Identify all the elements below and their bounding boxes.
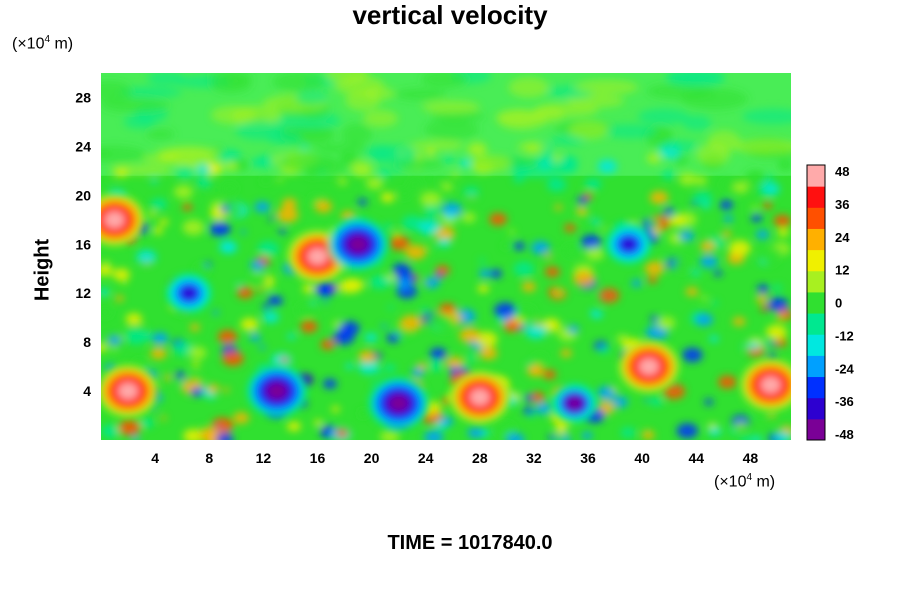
colorbar-swatch xyxy=(807,207,825,229)
colorbar-swatch xyxy=(807,355,825,378)
y-tick-label: 16 xyxy=(75,236,91,252)
velocity-field xyxy=(101,73,791,440)
colorbar-swatch xyxy=(807,397,825,420)
x-tick-label: 4 xyxy=(151,450,159,466)
x-tick-label: 32 xyxy=(526,450,542,466)
updraft-cell-5 xyxy=(104,211,125,229)
time-label: TIME = 1017840.0 xyxy=(387,532,553,554)
colorbar-tick-label: -36 xyxy=(835,394,854,409)
y-tick-label: 4 xyxy=(83,383,91,399)
colorbar-tick-label: -12 xyxy=(835,328,854,343)
downdraft-cell-10 xyxy=(567,397,583,410)
x-tick-label: 40 xyxy=(634,450,650,466)
colorbar: 48 36 24 12 0 -12 -24 -36 -48 xyxy=(806,164,855,442)
colorbar-tick-label: 12 xyxy=(835,263,849,278)
updraft-cell-2 xyxy=(638,358,659,375)
colorbar-tick-label: -24 xyxy=(835,361,855,376)
colorbar-frame xyxy=(806,164,826,441)
colorbar-swatch xyxy=(807,313,825,335)
x-axis-unit: (×104 m) xyxy=(714,472,776,491)
chart-title: vertical velocity xyxy=(352,0,548,30)
y-tick-label: 28 xyxy=(75,89,91,105)
y-tick-label: 8 xyxy=(83,334,91,350)
downdraft-cell-8 xyxy=(348,235,369,253)
colorbar-tick-label: 0 xyxy=(835,296,842,311)
colorbar-tick-label: 48 xyxy=(835,164,849,179)
x-tick-label: 24 xyxy=(418,450,434,466)
colorbar-swatch xyxy=(807,270,825,293)
turbulence-texture xyxy=(101,73,791,440)
x-tick-label: 28 xyxy=(472,450,488,466)
colorbar-swatch xyxy=(807,334,825,356)
updraft-cell-1 xyxy=(469,388,490,406)
x-tick-label: 44 xyxy=(689,450,705,466)
y-axis-unit: (×104 m) xyxy=(12,34,74,53)
colorbar-tick-label: -48 xyxy=(835,427,854,442)
y-axis-ticks: 4 8 12 16 20 24 28 xyxy=(75,89,91,399)
x-tick-label: 8 xyxy=(205,450,213,466)
downdraft-cell-11 xyxy=(181,286,197,300)
colorbar-swatch xyxy=(807,165,825,187)
colorbar-swatch xyxy=(807,418,825,441)
x-tick-label: 36 xyxy=(580,450,596,466)
colorbar-swatch xyxy=(807,186,825,208)
x-tick-label: 12 xyxy=(256,450,272,466)
colorbar-tick-label: 36 xyxy=(835,197,849,212)
updraft-cell-4 xyxy=(307,248,328,265)
y-tick-label: 12 xyxy=(75,285,91,301)
colorbar-swatch xyxy=(807,228,825,251)
x-tick-label: 20 xyxy=(364,450,380,466)
x-axis-ticks: 4 8 12 16 20 24 28 32 36 40 44 48 xyxy=(151,450,758,466)
colorbar-swatch xyxy=(807,376,825,399)
downdraft-cell-6 xyxy=(266,382,287,400)
y-tick-label: 20 xyxy=(75,187,91,203)
downdraft-cell-9 xyxy=(621,237,637,251)
downdraft-cell-7 xyxy=(388,394,409,412)
colorbar-swatch xyxy=(807,291,825,314)
x-tick-label: 48 xyxy=(743,450,759,466)
convective-cells xyxy=(101,193,791,430)
colorbar-tick-label: 24 xyxy=(835,230,850,245)
y-tick-label: 24 xyxy=(75,138,91,154)
x-tick-label: 16 xyxy=(310,450,326,466)
colorbar-swatch xyxy=(807,249,825,272)
updraft-cell-3 xyxy=(760,376,781,394)
updraft-cell-0 xyxy=(118,382,139,400)
